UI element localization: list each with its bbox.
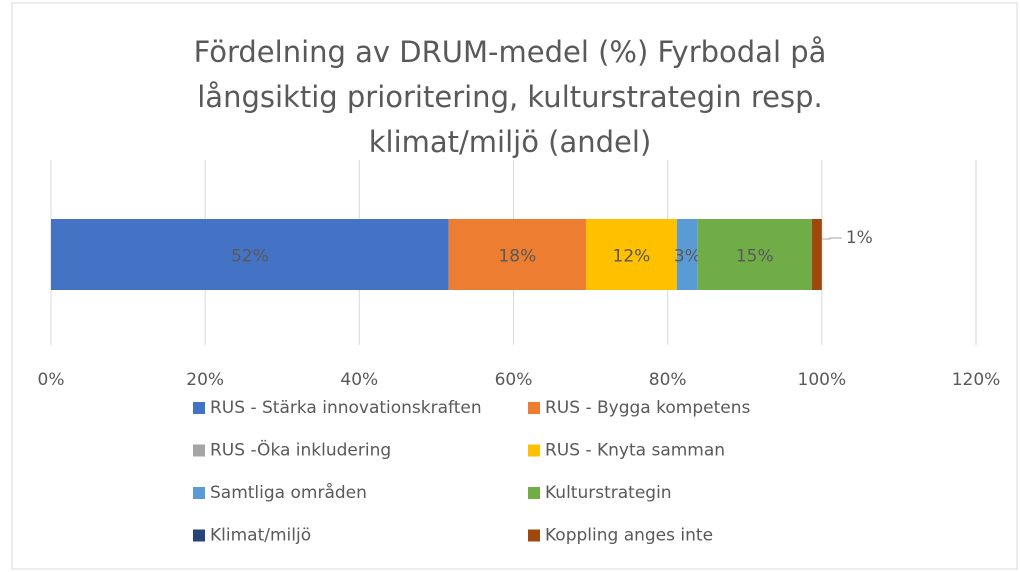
- x-tick-label: 40%: [340, 370, 378, 390]
- legend-label: Koppling anges inte: [545, 526, 713, 546]
- legend-label: RUS - Bygga kompetens: [545, 398, 750, 418]
- legend-swatch: [193, 529, 205, 542]
- x-tick-label: 0%: [38, 370, 65, 390]
- legend-label: Kulturstrategin: [545, 483, 672, 503]
- data-label: 1%: [846, 228, 873, 248]
- legend-label: RUS -Öka inkludering: [210, 439, 391, 461]
- data-label: 52%: [231, 247, 269, 267]
- x-tick-label: 20%: [186, 370, 224, 390]
- x-tick-label: 100%: [798, 370, 847, 390]
- legend-label: Samtliga områden: [210, 482, 367, 503]
- bar-segment: [585, 219, 677, 290]
- x-tick-label: 120%: [952, 370, 1001, 390]
- chart-border: [11, 2, 1018, 570]
- data-label: 3%: [674, 247, 701, 267]
- legend-swatch: [193, 487, 205, 499]
- legend-swatch: [528, 487, 540, 499]
- legend-label: RUS - Stärka innovationskraften: [210, 398, 482, 418]
- data-label: 18%: [498, 247, 536, 267]
- legend-swatch: [528, 529, 540, 542]
- legend-swatch: [193, 402, 205, 414]
- legend-swatch: [528, 402, 540, 414]
- x-tick-label: 60%: [495, 370, 533, 390]
- legend-label: Klimat/miljö: [210, 526, 311, 546]
- x-tick-label: 80%: [649, 370, 687, 390]
- legend-swatch: [193, 444, 205, 457]
- chart-title: Fördelning av DRUM-medel (%) Fyrbodal på…: [193, 35, 827, 159]
- data-label: 15%: [736, 247, 774, 267]
- bar-segment: [676, 219, 698, 290]
- legend-label: RUS - Knyta samman: [545, 441, 725, 461]
- bar-segment: [51, 219, 449, 290]
- bar-segment: [811, 219, 822, 290]
- bar-segment: [697, 219, 812, 290]
- bar-segment: [448, 219, 586, 290]
- legend-swatch: [528, 444, 540, 457]
- data-label: 12%: [613, 247, 651, 267]
- leader-line: [821, 237, 842, 240]
